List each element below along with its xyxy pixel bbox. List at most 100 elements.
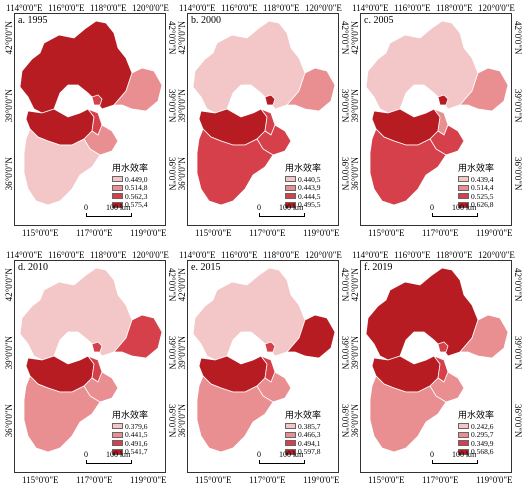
legend-title: 用水效率 — [112, 164, 149, 174]
legend-value: 0.443,9 — [298, 183, 321, 193]
bottom-longitude-tick: 117°0'0"E — [249, 228, 286, 238]
region-map — [365, 267, 509, 453]
region-map — [19, 267, 163, 453]
right-latitude-tick: 42°0'0"N — [340, 268, 350, 302]
scale-line — [259, 460, 305, 464]
legend: 用水效率 0.439,4 0.514,4 0.525,5 0.626,8 — [458, 161, 494, 209]
legend-entry: 0.349,9 — [458, 439, 494, 448]
legend-swatch — [285, 193, 296, 200]
legend-value: 0.440,5 — [298, 174, 321, 184]
legend-entry: 0.443,9 — [285, 183, 321, 193]
region-beijing — [264, 94, 276, 106]
legend-value: 0.541,7 — [125, 447, 148, 457]
left-latitude-tick: 42°0'0"N — [4, 21, 14, 55]
top-longitude-tick: 118°0'0"E — [263, 3, 300, 13]
bottom-longitude-tick: 119°0'0"E — [130, 228, 167, 238]
legend-value: 0.494,1 — [298, 438, 321, 448]
legend-value: 0.385,7 — [298, 421, 321, 431]
scale-zero: 0 — [430, 450, 434, 459]
region-hebei-north — [19, 267, 133, 361]
legend-swatch — [458, 176, 469, 183]
scale-label: 100 km — [106, 450, 131, 459]
right-latitude-tick: 42°0'0"N — [340, 21, 350, 55]
legend-value: 0.349,9 — [471, 438, 494, 448]
region-hebei-north — [365, 267, 479, 361]
scale-zero: 0 — [430, 203, 434, 212]
legend-title: 用水效率 — [458, 411, 495, 421]
left-latitude-tick: 36°0'0"N — [350, 157, 360, 191]
map-panel: c. 2005 114°0'0"E 116°0'0"E 118°0'0"E 120°0'… — [350, 3, 523, 243]
region-beijing — [437, 341, 449, 353]
legend-value: 0.514,4 — [471, 183, 494, 193]
right-latitude-tick: 42°0'0"N — [167, 268, 177, 302]
top-longitude-tick: 116°0'0"E — [48, 3, 85, 13]
legend-entry: 0.242,6 — [458, 422, 494, 431]
left-latitude-tick: 42°0'0"N — [350, 268, 360, 302]
map-panel: a. 1995 114°0'0"E 116°0'0"E 118°0'0"E 120°0'… — [4, 3, 177, 243]
bottom-longitude-tick: 115°0'0"E — [368, 475, 405, 485]
scale-zero: 0 — [84, 450, 88, 459]
bottom-longitude-tick: 119°0'0"E — [476, 228, 513, 238]
region-hebei-north — [192, 20, 306, 114]
scale-line — [259, 213, 305, 217]
right-latitude-tick: 36°0'0"N — [340, 404, 350, 438]
legend-swatch — [458, 448, 469, 455]
region-hebei-north — [19, 20, 133, 114]
left-latitude-tick: 42°0'0"N — [4, 268, 14, 302]
bottom-longitude-tick: 115°0'0"E — [195, 475, 232, 485]
region-map — [365, 20, 509, 206]
legend-entry: 0.494,1 — [285, 439, 321, 448]
legend-entry: 0.441,5 — [112, 430, 148, 439]
top-longitude-tick: 118°0'0"E — [90, 3, 127, 13]
legend-entry: 0.439,4 — [458, 175, 494, 184]
region-hebei-south — [23, 375, 101, 453]
top-longitude-tick: 120°0'0"E — [305, 3, 342, 13]
top-longitude-tick: 114°0'0"E — [179, 250, 216, 260]
legend-entry: 0.385,7 — [285, 422, 321, 431]
top-longitude-tick: 118°0'0"E — [436, 3, 473, 13]
top-longitude-tick: 116°0'0"E — [221, 250, 258, 260]
top-longitude-tick: 114°0'0"E — [6, 3, 43, 13]
legend-swatch — [458, 201, 469, 208]
left-latitude-tick: 39°0'0"N — [350, 89, 360, 123]
legend-entry: 0.514,8 — [112, 183, 148, 192]
top-longitude-tick: 120°0'0"E — [132, 3, 169, 13]
top-longitude-tick: 116°0'0"E — [221, 3, 258, 13]
legend-entry: 0.541,7 — [112, 447, 148, 457]
region-map — [19, 20, 163, 206]
top-longitude-tick: 118°0'0"E — [436, 250, 473, 260]
legend-swatch — [458, 184, 469, 191]
legend-swatch — [112, 431, 123, 438]
top-longitude-tick: 118°0'0"E — [263, 250, 300, 260]
region-hebei-south — [369, 128, 447, 206]
panel-title: a. 1995 — [18, 15, 48, 26]
map-panel: d. 2010 114°0'0"E 116°0'0"E 118°0'0"E 120°0'… — [4, 250, 177, 490]
scale-bar: 0 100 km — [84, 450, 164, 472]
right-latitude-tick: 39°0'0"N — [340, 89, 350, 123]
right-latitude-tick: 36°0'0"N — [167, 404, 177, 438]
left-latitude-tick: 39°0'0"N — [177, 89, 187, 123]
legend-title: 用水效率 — [458, 164, 495, 174]
legend-entry: 0.491,6 — [112, 439, 148, 448]
legend-swatch — [112, 193, 123, 200]
right-latitude-tick: 39°0'0"N — [513, 336, 523, 370]
top-longitude-tick: 120°0'0"E — [478, 250, 515, 260]
scale-label: 100 km — [279, 203, 304, 212]
legend-entry: 0.449,0 — [112, 175, 148, 184]
map-panel: b. 2000 114°0'0"E 116°0'0"E 118°0'0"E 120°0'… — [177, 3, 350, 243]
region-hebei-south — [23, 128, 101, 206]
region-hebei-qinhuangdao — [113, 67, 163, 112]
legend-value: 0.449,0 — [125, 174, 148, 184]
legend-swatch — [458, 193, 469, 200]
scale-label: 100 km — [452, 450, 477, 459]
right-latitude-tick: 39°0'0"N — [513, 89, 523, 123]
legend-entry: 0.466,3 — [285, 430, 321, 439]
scale-bar: 0 100 km — [257, 203, 337, 225]
scale-bar: 0 100 km — [257, 450, 337, 472]
region-map — [192, 20, 336, 206]
panel-title: e. 2015 — [191, 262, 221, 273]
bottom-longitude-tick: 117°0'0"E — [249, 475, 286, 485]
legend-value: 0.525,5 — [471, 191, 494, 201]
legend-swatch — [112, 440, 123, 447]
scale-zero: 0 — [257, 450, 261, 459]
